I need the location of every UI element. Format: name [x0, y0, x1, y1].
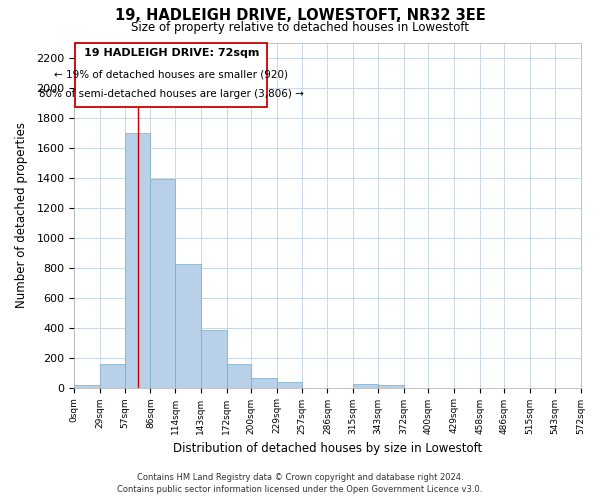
X-axis label: Distribution of detached houses by size in Lowestoft: Distribution of detached houses by size … [173, 442, 482, 455]
Bar [74, 384, 100, 388]
Bar [151, 179, 175, 388]
Bar [125, 132, 151, 388]
Y-axis label: Number of detached properties: Number of detached properties [15, 122, 28, 308]
Bar [251, 378, 277, 388]
Bar [378, 384, 404, 388]
Bar [277, 382, 302, 388]
Bar [201, 330, 227, 388]
Text: ← 19% of detached houses are smaller (920): ← 19% of detached houses are smaller (92… [54, 69, 288, 79]
Text: 19 HADLEIGH DRIVE: 72sqm: 19 HADLEIGH DRIVE: 72sqm [83, 48, 259, 58]
Text: Contains HM Land Registry data © Crown copyright and database right 2024.
Contai: Contains HM Land Registry data © Crown c… [118, 472, 482, 494]
Text: Size of property relative to detached houses in Lowestoft: Size of property relative to detached ho… [131, 21, 469, 34]
Text: 19, HADLEIGH DRIVE, LOWESTOFT, NR32 3EE: 19, HADLEIGH DRIVE, LOWESTOFT, NR32 3EE [115, 8, 485, 22]
Bar [175, 264, 201, 388]
Bar [100, 364, 125, 388]
Bar [353, 384, 378, 388]
Text: 80% of semi-detached houses are larger (3,806) →: 80% of semi-detached houses are larger (… [39, 88, 304, 99]
Bar [227, 364, 251, 388]
Bar [75, 42, 267, 107]
